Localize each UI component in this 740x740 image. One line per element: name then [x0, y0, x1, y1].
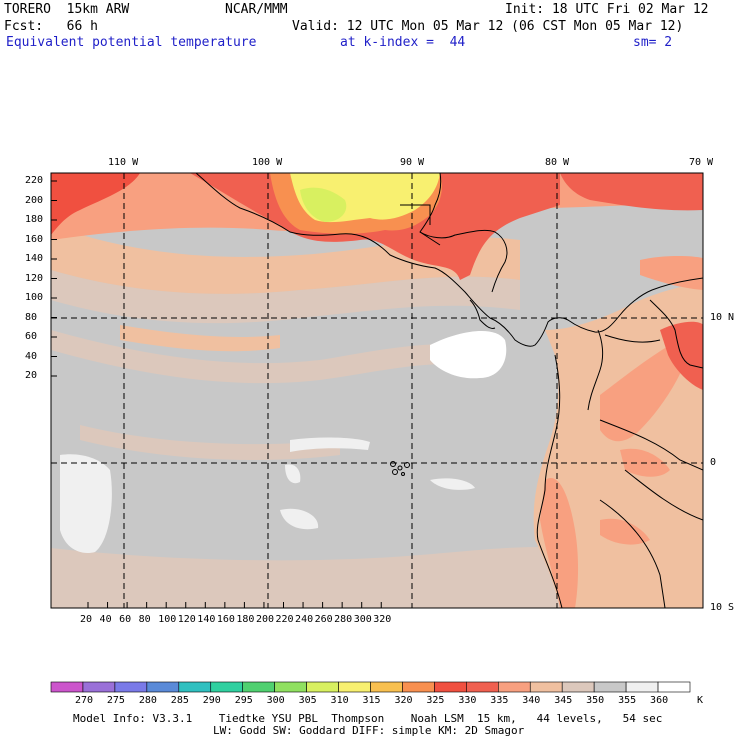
colorbar-label: 280: [138, 695, 157, 706]
organization: NCAR/MMM: [225, 2, 288, 17]
colorbar-label: 335: [490, 695, 509, 706]
colorbar-swatch: [146, 681, 180, 693]
field-name: Equivalent potential temperature: [6, 35, 257, 50]
y-tick-label: 160: [25, 233, 44, 245]
forecast-hour: Fcst: 66 h: [4, 19, 98, 34]
y-tick-label: 60: [25, 331, 38, 342]
colorbar-label: 345: [554, 695, 573, 706]
x-tick-label: 320: [373, 614, 392, 625]
y-tick-label: 220: [25, 175, 44, 186]
colorbar-label: 350: [586, 695, 605, 706]
x-tick-label: 100: [158, 614, 177, 625]
y-tick-label: 100: [25, 292, 44, 303]
colorbar-swatch: [114, 681, 148, 693]
x-tick-label: 40: [99, 614, 112, 625]
map-frame: [50, 172, 704, 609]
model-info-line1: Model Info: V3.3.1 Tiedtke YSU PBL Thomp…: [73, 712, 663, 725]
colorbar-swatch: [466, 681, 499, 693]
colorbar-label: 295: [234, 695, 253, 706]
level-info: at k-index = 44: [340, 35, 466, 50]
lon-label-90w: 90 W: [400, 157, 425, 168]
coastlines: [195, 173, 703, 608]
colorbar-swatch: [434, 681, 467, 693]
x-tick-label: 20: [80, 614, 93, 625]
x-tick-label: 240: [295, 614, 314, 625]
x-tick-label: 200: [255, 614, 274, 625]
colorbar-swatch: [50, 681, 84, 693]
colorbar-label: 270: [74, 695, 93, 706]
smoothing-info: sm= 2: [633, 35, 673, 50]
colorbar-swatch: [529, 681, 563, 693]
colorbar-swatch: [242, 681, 275, 693]
x-tick-label: 280: [334, 614, 353, 625]
colorbar-swatch: [561, 681, 595, 693]
lat-label-10s: 10 S: [710, 602, 735, 613]
valid-time: Valid: 12 UTC Mon 05 Mar 12 (06 CST Mon …: [292, 19, 684, 34]
colorbar-label: 305: [298, 695, 317, 706]
colorbar-label: 360: [650, 695, 669, 706]
colorbar-label: 355: [618, 695, 637, 706]
x-tick-label: 220: [275, 614, 294, 625]
colorbar-label: 320: [394, 695, 413, 706]
colorbar-label: 290: [202, 695, 221, 706]
y-tick-label: 200: [25, 194, 44, 206]
colorbar-swatch: [593, 681, 627, 693]
colorbar-swatch: [497, 681, 531, 693]
lat-label-0: 0: [710, 457, 717, 468]
colorbar-swatch: [306, 681, 339, 693]
colorbar-swatch: [178, 681, 212, 693]
colorbar-unit: K: [697, 695, 704, 706]
lon-label-70w: 70 W: [689, 157, 714, 168]
colorbar-label: 325: [426, 695, 445, 706]
colorbar-swatch: [402, 681, 435, 693]
theta-e-field: [51, 173, 703, 608]
y-tick-label: 80: [25, 311, 38, 323]
colorbar-label: 310: [330, 695, 349, 706]
lat-lon-grid: [51, 173, 703, 608]
colorbar-label: 340: [522, 695, 541, 706]
x-tick-label: 120: [177, 614, 196, 625]
y-tick-label: 180: [25, 214, 44, 225]
colorbar-swatch: [625, 681, 659, 693]
colorbar-label: 330: [458, 695, 477, 706]
colorbar-swatch: [370, 681, 403, 693]
axis-ticks: [51, 180, 382, 608]
x-tick-label: 300: [353, 614, 372, 625]
x-tick-label: 260: [314, 614, 333, 625]
colorbar-swatch: [657, 681, 691, 693]
colorbar-swatch: [210, 681, 244, 693]
y-tick-label: 140: [25, 253, 44, 264]
y-tick-label: 20: [25, 370, 38, 381]
model-title: TORERO 15km ARW: [4, 2, 130, 17]
colorbar-label: 285: [170, 695, 189, 706]
model-info-line2: LW: Godd SW: Goddard DIFF: simple KM: 2D…: [213, 724, 525, 737]
x-tick-label: 140: [197, 614, 216, 625]
lon-label-100w: 100 W: [252, 157, 283, 168]
x-tick-label: 160: [216, 614, 235, 625]
lon-label-110w: 110 W: [108, 157, 139, 168]
colorbar-swatch: [82, 681, 116, 693]
y-tick-label: 120: [25, 272, 44, 284]
x-tick-label: 180: [236, 614, 255, 625]
colorbar-swatch: [274, 681, 307, 693]
colorbar-label: 300: [266, 695, 285, 706]
y-tick-label: 40: [25, 350, 38, 362]
colorbar-label: 315: [362, 695, 381, 706]
lat-label-10n: 10 N: [710, 312, 735, 323]
x-tick-label: 80: [138, 614, 151, 625]
init-time: Init: 18 UTC Fri 02 Mar 12: [505, 2, 709, 17]
lon-label-80w: 80 W: [545, 157, 570, 168]
colorbar-swatch: [338, 681, 371, 693]
colorbar-label: 275: [106, 695, 125, 706]
x-tick-label: 60: [119, 614, 132, 625]
